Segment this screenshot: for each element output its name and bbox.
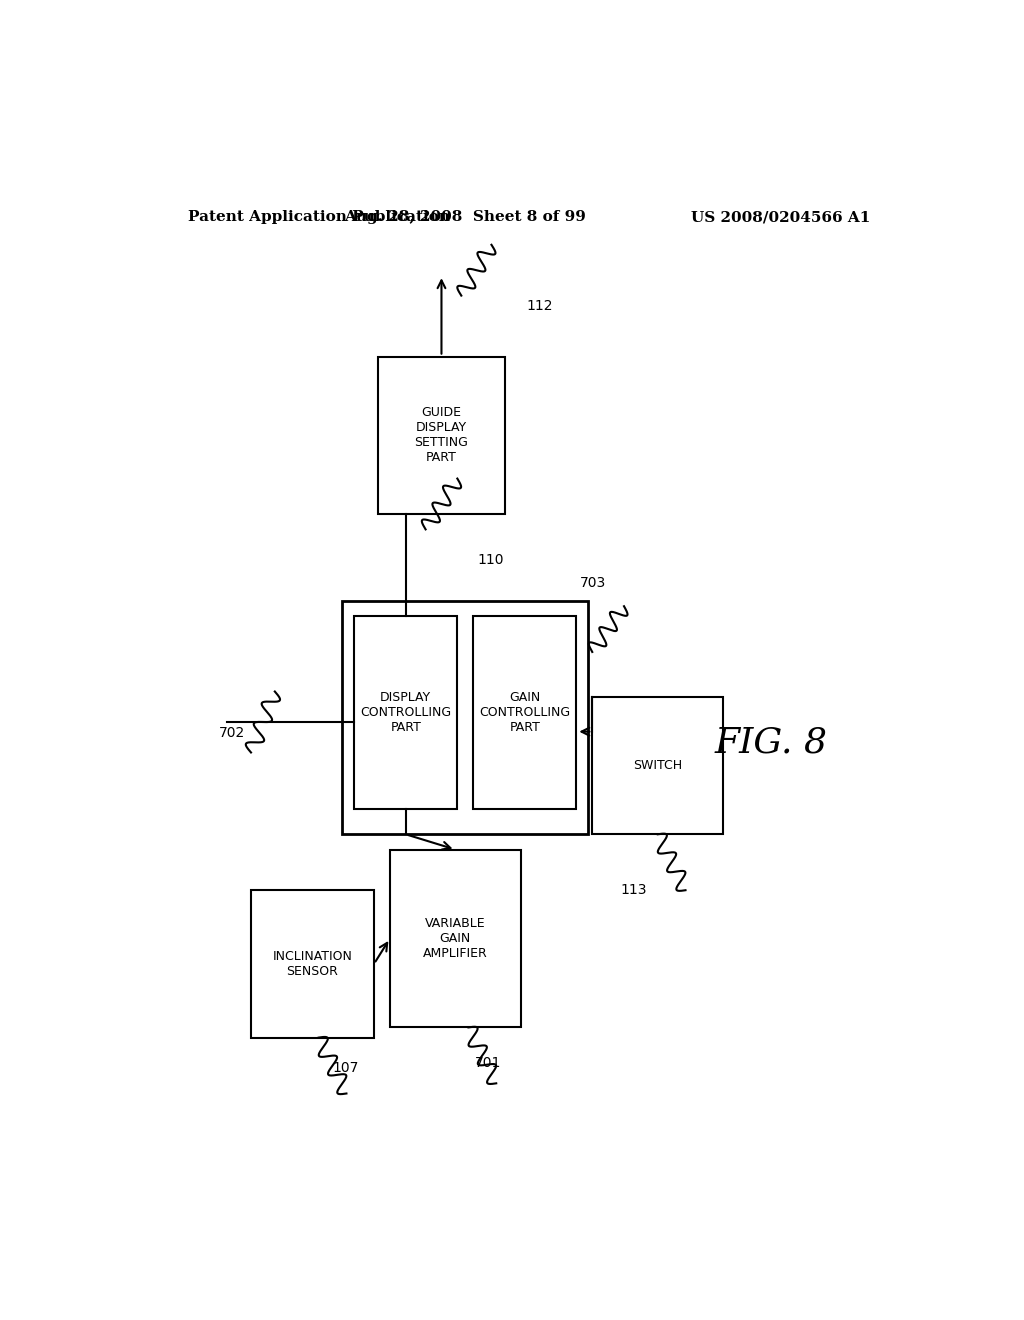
- Text: 113: 113: [620, 883, 646, 898]
- Bar: [354, 615, 458, 809]
- Bar: [251, 890, 374, 1038]
- Text: 702: 702: [219, 726, 246, 739]
- Bar: [378, 356, 505, 515]
- Text: 107: 107: [333, 1061, 359, 1074]
- Text: SWITCH: SWITCH: [633, 759, 682, 772]
- Bar: [592, 697, 723, 834]
- Bar: [390, 850, 521, 1027]
- Bar: [473, 615, 577, 809]
- Text: 701: 701: [475, 1056, 501, 1071]
- Text: 703: 703: [581, 577, 606, 590]
- Text: 110: 110: [477, 553, 504, 566]
- Text: INCLINATION
SENSOR: INCLINATION SENSOR: [272, 950, 352, 978]
- Text: Aug. 28, 2008  Sheet 8 of 99: Aug. 28, 2008 Sheet 8 of 99: [344, 210, 586, 224]
- Text: Patent Application Publication: Patent Application Publication: [187, 210, 450, 224]
- Text: 112: 112: [526, 298, 553, 313]
- Text: VARIABLE
GAIN
AMPLIFIER: VARIABLE GAIN AMPLIFIER: [423, 917, 487, 960]
- Text: GAIN
CONTROLLING
PART: GAIN CONTROLLING PART: [479, 690, 570, 734]
- Text: FIG. 8: FIG. 8: [715, 726, 827, 760]
- Text: GUIDE
DISPLAY
SETTING
PART: GUIDE DISPLAY SETTING PART: [415, 407, 468, 465]
- Text: DISPLAY
CONTROLLING
PART: DISPLAY CONTROLLING PART: [360, 690, 452, 734]
- Bar: [342, 601, 589, 834]
- Text: US 2008/0204566 A1: US 2008/0204566 A1: [690, 210, 870, 224]
